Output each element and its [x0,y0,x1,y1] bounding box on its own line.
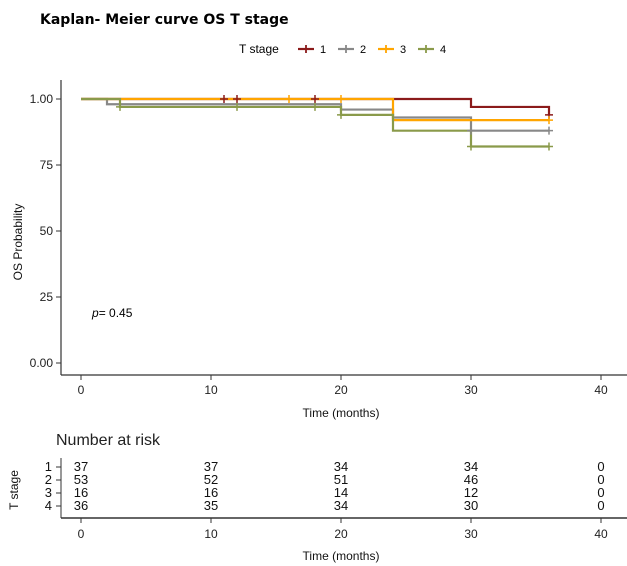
risk-count: 52 [204,472,218,487]
risk-x-tick-label: 30 [464,527,478,541]
legend-title: T stage [239,42,279,56]
risk-row-label: 3 [45,485,52,500]
x-axis-label: Time (months) [303,406,380,420]
x-tick-label: 20 [334,383,348,397]
risk-row-label: 4 [45,498,52,513]
risk-count: 36 [74,498,88,513]
risk-row-label: 1 [45,459,52,474]
risk-table-ylabel: T stage [7,470,21,510]
censor-mark-2 [545,126,553,135]
censor-mark-4 [116,102,124,111]
legend-label-3: 3 [400,44,406,56]
risk-count: 0 [597,472,604,487]
risk-count: 16 [74,485,88,500]
p-value-text: = 0.45 [99,306,133,320]
risk-count: 16 [204,485,218,500]
legend-label-2: 2 [360,44,366,56]
risk-count: 51 [334,472,348,487]
p-value: p= 0.45 [91,306,133,320]
risk-count: 37 [74,459,88,474]
censor-mark-4 [311,102,319,111]
legend-label-4: 4 [440,44,446,56]
risk-count: 0 [597,498,604,513]
censor-mark-4 [545,142,553,151]
y-tick-label: 50 [40,224,54,238]
risk-table-title: Number at risk [56,432,161,449]
censor-mark-3 [337,95,345,103]
y-tick-label: 75 [40,158,54,172]
risk-count: 34 [334,498,348,513]
y-tick-label: 25 [40,290,54,304]
x-tick-label: 0 [78,383,85,397]
chart-title: Kaplan- Meier curve OS T stage [40,12,289,28]
censor-mark-1 [220,95,228,103]
y-axis-label: OS Probability [11,204,25,281]
risk-x-tick-label: 40 [594,527,608,541]
y-tick-label: 1.00 [30,92,54,106]
censor-mark-2 [467,126,475,135]
legend-label-1: 1 [320,44,326,56]
risk-count: 37 [204,459,218,474]
p-value-prefix: p [91,306,99,320]
censor-mark-4 [233,102,241,111]
risk-count: 34 [334,459,348,474]
risk-x-tick-label: 20 [334,527,348,541]
risk-count: 12 [464,485,478,500]
risk-count: 0 [597,485,604,500]
censor-mark-1 [233,95,241,103]
survival-curve-2 [81,97,549,132]
x-tick-label: 40 [594,383,608,397]
risk-count: 30 [464,498,478,513]
legend: T stage 1 2 3 4 [239,42,446,56]
risk-count: 14 [334,485,348,500]
censor-mark-1 [311,95,319,103]
risk-count: 35 [204,498,218,513]
y-tick-label: 0.00 [30,356,54,370]
risk-count: 53 [74,472,88,487]
risk-x-tick-label: 10 [204,527,218,541]
risk-x-tick-label: 0 [78,527,85,541]
risk-table: Number at risk 1 37 37 34 34 0 2 53 52 51 46 0 3 16 16… [7,432,627,563]
censor-mark-3 [545,116,553,125]
risk-count: 34 [464,459,478,474]
risk-table-xlabel: Time (months) [303,549,380,563]
risk-row-label: 2 [45,472,52,487]
risk-count: 46 [464,472,478,487]
censor-mark-3 [285,95,293,103]
risk-count: 0 [597,459,604,474]
censor-mark-4 [337,110,345,119]
x-tick-label: 10 [204,383,218,397]
censor-mark-4 [467,142,475,151]
x-tick-label: 30 [464,383,478,397]
